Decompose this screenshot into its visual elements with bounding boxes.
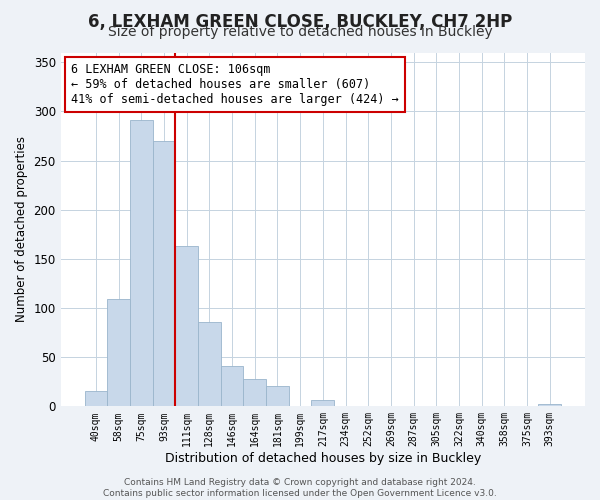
Text: Size of property relative to detached houses in Buckley: Size of property relative to detached ho… — [107, 25, 493, 39]
Bar — [311, 400, 334, 406]
Bar — [152, 141, 175, 406]
Y-axis label: Number of detached properties: Number of detached properties — [15, 136, 28, 322]
Bar — [85, 390, 107, 406]
Bar — [221, 366, 244, 406]
Bar — [538, 404, 561, 406]
Bar — [244, 379, 266, 406]
X-axis label: Distribution of detached houses by size in Buckley: Distribution of detached houses by size … — [165, 452, 481, 465]
Bar — [266, 386, 289, 406]
Text: 6, LEXHAM GREEN CLOSE, BUCKLEY, CH7 2HP: 6, LEXHAM GREEN CLOSE, BUCKLEY, CH7 2HP — [88, 12, 512, 30]
Text: Contains HM Land Registry data © Crown copyright and database right 2024.
Contai: Contains HM Land Registry data © Crown c… — [103, 478, 497, 498]
Bar — [175, 246, 198, 406]
Text: 6 LEXHAM GREEN CLOSE: 106sqm
← 59% of detached houses are smaller (607)
41% of s: 6 LEXHAM GREEN CLOSE: 106sqm ← 59% of de… — [71, 63, 399, 106]
Bar — [107, 299, 130, 406]
Bar — [130, 120, 152, 406]
Bar — [198, 322, 221, 406]
